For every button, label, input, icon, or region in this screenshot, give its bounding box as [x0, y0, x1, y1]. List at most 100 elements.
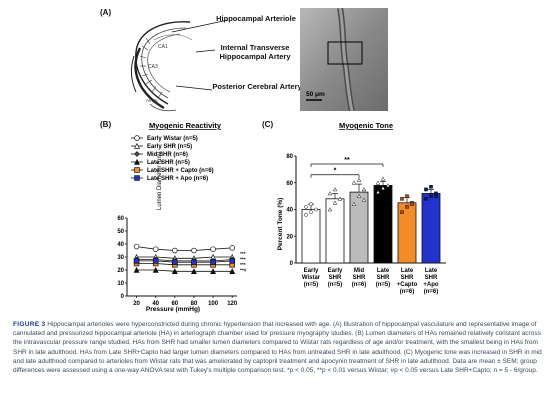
chart-b-point [229, 258, 235, 264]
chart-b-series-line [136, 246, 233, 251]
panel-a-label: (A) [100, 8, 112, 17]
chart-b-y-tick-label: 60 [117, 216, 124, 222]
chart-c-y-tick-label: 60 [286, 181, 293, 187]
chart-b-point [191, 259, 197, 265]
chart-b-x-tick-label: 40 [152, 301, 159, 307]
chart-b-point [229, 245, 235, 251]
chart-c-category-label: Wistar [302, 275, 321, 281]
chart-c-data-point [361, 197, 367, 202]
chart-c-data-point [356, 193, 362, 198]
chart-b-y-tick-label: 10 [117, 281, 124, 287]
chart-c-category-label: SHR [377, 275, 390, 281]
chart-b-ylabel: Lumen Diameter (μm) [157, 152, 163, 210]
chart-b-point [210, 259, 216, 265]
arteriole-micrograph: 50 μm [300, 8, 388, 111]
hippocampal-arteriole-label: Hippocampal Arteriole [216, 14, 296, 23]
chart-b-legend-marker [134, 167, 140, 173]
chart-c-data-point [380, 185, 386, 190]
chart-b-point [172, 259, 178, 265]
internal-transverse-artery-label: Internal Transverse Hippocampal Artery [219, 43, 291, 61]
chart-b-y-tick-label: 50 [117, 229, 124, 235]
chart-c-data-point [405, 205, 409, 209]
chart-c-data-point [304, 204, 308, 209]
chart-b-point [133, 243, 140, 250]
chart-c-category-label: Late [401, 268, 414, 274]
chart-c-category-label: (n=6) [424, 289, 439, 295]
chart-b-point [152, 246, 159, 252]
chart-c-category-label: SHR [425, 275, 438, 281]
chart-b-legend-marker [134, 151, 140, 157]
chart-b-y-tick-label: 30 [117, 255, 124, 261]
posterior-cerebral-artery-label: Posterior Cerebral Artery [212, 82, 302, 91]
chart-c-data-point [356, 177, 362, 182]
chart-b-legend-marker [134, 175, 140, 181]
chart-c-axes: 020406080EarlyWistar(n=5)EarlySHR(n=5)Mi… [286, 154, 446, 295]
chart-b-legend-label: Early Wistar (n=5) [147, 136, 198, 142]
chart-c-data-point [380, 176, 386, 181]
chart-c-category-label: SHR [401, 275, 414, 281]
myogenic-tone-chart: Myogenic Tone 020406080EarlyWistar(n=5)E… [277, 121, 446, 295]
chart-c-data-point [332, 200, 338, 205]
chart-c-data-point [361, 187, 367, 192]
chart-c-category-label: (n=6) [352, 282, 367, 288]
chart-b-legend-label: Late SHR (n=5) [147, 160, 190, 166]
chart-c-data-point [434, 194, 438, 198]
chart-c-data-point [429, 194, 433, 198]
chart-c-bar [325, 198, 345, 264]
chart-c-category-label: SHR [353, 275, 366, 281]
chart-c-data-point [400, 196, 404, 201]
chart-b-legend-marker [134, 142, 140, 149]
chart-b-point [190, 268, 197, 275]
chart-c-significance-label: ** [344, 157, 350, 164]
panel-b-label: (B) [100, 120, 112, 129]
chart-b-y-tick-label: 0 [121, 294, 125, 300]
chart-b-significance-mark: *** [240, 251, 246, 257]
chart-b-legend: Early Wistar (n=5) Early SHR (n=5) Mid SHR… [131, 135, 214, 182]
chart-b-point [210, 246, 216, 252]
chart-b-x-tick-label: 120 [227, 301, 238, 307]
chart-b-x-tick-label: 20 [133, 301, 140, 307]
chart-b-point [210, 268, 217, 275]
chart-c-category-label: Mid [354, 268, 365, 274]
chart-b-point [133, 266, 140, 273]
chart-b-legend-label: Late SHR + Capto (n=6) [147, 168, 214, 174]
chart-c-significance: *** [310, 157, 384, 178]
chart-c-ylabel: Percent Tone (%) [277, 198, 284, 251]
chart-c-category-label: Late [425, 268, 438, 274]
chart-c-data-point [375, 189, 381, 194]
chart-b-legend-marker [134, 135, 140, 141]
chart-b-legend-label: Late SHR + Apo (n=6) [147, 176, 208, 182]
chart-c-data-point [337, 196, 343, 201]
chart-b-series-line [136, 256, 233, 259]
chart-c-data-point [327, 207, 333, 212]
chart-b-series-line [136, 259, 233, 262]
chart-c-category-label: (n=5) [304, 282, 319, 288]
figure-label: FIGURE 3 [13, 321, 46, 328]
chart-b-significance-mark: *** [240, 262, 246, 268]
chart-c-category-label: (n=6) [400, 289, 415, 295]
chart-b-legend-label: Mid SHR (n=6) [147, 152, 188, 158]
chart-b-xlabel: Pressure (mmHg) [146, 306, 200, 313]
chart-b-series-line [136, 269, 233, 272]
chart-b-significance-mark: **# [240, 268, 247, 274]
chart-c-data-point [429, 184, 433, 189]
chart-b-point [152, 266, 159, 273]
caption-text: Hippocampal arterioles were hyperconstri… [13, 321, 542, 375]
chart-c-data-point [304, 213, 308, 217]
hippocampus-illustration: CA1 CA3 Amyg [130, 21, 193, 112]
chart-b-point [191, 247, 197, 254]
figure-caption: FIGURE 3 Hippocampal arterioles were hyp… [13, 320, 543, 375]
chart-c-y-tick-label: 0 [290, 261, 294, 267]
chart-c-category-label: (n=5) [328, 282, 343, 288]
chart-c-y-tick-label: 40 [286, 208, 293, 214]
amyg-label: Amyg [146, 98, 158, 103]
chart-c-data-point [309, 202, 313, 207]
chart-c-category-label: +Apo [423, 282, 439, 288]
chart-c-bar [301, 209, 321, 264]
chart-c-y-tick-label: 20 [286, 234, 293, 240]
chart-c-category-label: Early [328, 268, 343, 274]
chart-b-point [171, 268, 178, 275]
chart-c-data-point [385, 183, 391, 188]
chart-c-data-point [400, 210, 404, 214]
chart-c-bar [421, 193, 441, 264]
